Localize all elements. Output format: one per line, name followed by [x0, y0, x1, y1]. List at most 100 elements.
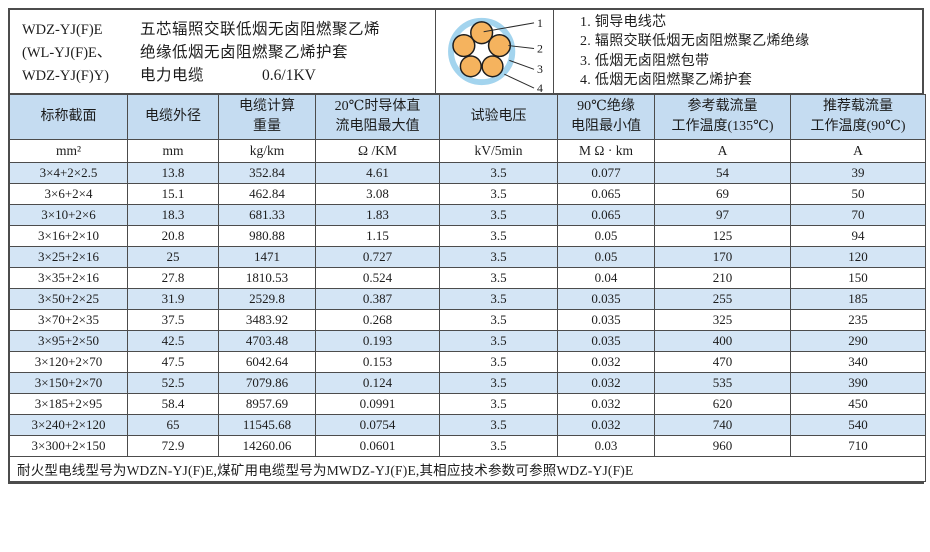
cable-spec-sheet: WDZ-YJ(F)E (WL-YJ(F)E、 WDZ-YJ(F)Y) 五芯辐照交…	[8, 8, 926, 484]
table-row: 3×150+2×70 52.5 7079.86 0.124 3.5 0.032 535 390	[9, 372, 926, 394]
table-cell: 3×4+2×2.5	[9, 162, 128, 184]
table-cell: 0.032	[557, 393, 655, 415]
table-cell: 3×150+2×70	[9, 372, 128, 394]
table-cell: 3×70+2×35	[9, 309, 128, 331]
table-cell: 0.032	[557, 351, 655, 373]
table-cell: 65	[127, 414, 219, 436]
conductor-core	[481, 55, 504, 78]
table-cell: 3×95+2×50	[9, 330, 128, 352]
conductor-core	[452, 33, 476, 58]
table-cell: 94	[790, 225, 926, 247]
description-line: 绝缘低烟无卤阻燃聚乙烯护套	[140, 44, 349, 61]
table-row: 3×300+2×150 72.9 14260.06 0.0601 3.5 0.03 960 7…	[9, 435, 926, 457]
table-row: 3×185+2×95 58.4 8957.69 0.0991 3.5 0.032 620 45…	[9, 393, 926, 415]
table-cell: 3.5	[439, 204, 558, 226]
column-header: 标称截面	[9, 94, 128, 140]
table-cell: 3×16+2×10	[9, 225, 128, 247]
table-cell: 0.035	[557, 330, 655, 352]
legend-item: 3. 低烟无卤阻燃包带	[580, 53, 710, 69]
table-cell: 620	[654, 393, 791, 415]
callout-line-4	[504, 73, 535, 89]
table-row: 3×70+2×35 37.5 3483.92 0.268 3.5 0.035 325 235	[9, 309, 926, 331]
callout-line-1	[483, 22, 535, 33]
spec-table: 标称截面 电缆外径 电缆计算 重量 20℃时导体直 流电阻最大值 试验电压 90…	[9, 94, 926, 482]
table-cell: 7079.86	[218, 372, 316, 394]
table-cell: 27.8	[127, 267, 219, 289]
table-cell: 0.077	[557, 162, 655, 184]
table-cell: 3.5	[439, 330, 558, 352]
table-cell: 1.15	[315, 225, 440, 247]
table-cell: 3.5	[439, 162, 558, 184]
column-unit: mm²	[9, 139, 128, 163]
table-cell: 0.05	[557, 225, 655, 247]
legend-item: 4. 低烟无卤阻燃聚乙烯护套	[580, 73, 753, 88]
table-cell: 3.5	[439, 246, 558, 268]
table-cell: 535	[654, 372, 791, 394]
table-cell: 0.032	[557, 414, 655, 436]
table-cell: 50	[790, 183, 926, 205]
table-row: 3×6+2×4 15.1 462.84 3.08 3.5 0.065 69 50	[9, 183, 926, 205]
model-code-line: WDZ-YJ(F)Y)	[22, 68, 109, 84]
table-row: 3×50+2×25 31.9 2529.8 0.387 3.5 0.035 255 185	[9, 288, 926, 310]
table-row: 3×4+2×2.5 13.8 352.84 4.61 3.5 0.077 54 39	[9, 162, 926, 184]
table-cell: 0.0601	[315, 435, 440, 457]
callout-line-2	[508, 45, 535, 50]
column-header: 电缆计算 重量	[218, 94, 316, 140]
column-unit: A	[654, 139, 791, 163]
table-cell: 3.5	[439, 309, 558, 331]
table-cell: 0.03	[557, 435, 655, 457]
table-cell: 54	[654, 162, 791, 184]
table-cell: 0.065	[557, 183, 655, 205]
table-cell: 3×6+2×4	[9, 183, 128, 205]
table-cell: 185	[790, 288, 926, 310]
table-row: 3×16+2×10 20.8 980.88 1.15 3.5 0.05 125 94	[9, 225, 926, 247]
table-cell: 52.5	[127, 372, 219, 394]
table-cell: 0.04	[557, 267, 655, 289]
table-cell: 3×35+2×16	[9, 267, 128, 289]
table-row: 3×120+2×70 47.5 6042.64 0.153 3.5 0.032 470 340	[9, 351, 926, 373]
table-body: 3×4+2×2.5 13.8 352.84 4.61 3.5 0.077 54 39 3×6+2…	[9, 162, 926, 457]
table-cell: 3×25+2×16	[9, 246, 128, 268]
table-cell: 450	[790, 393, 926, 415]
table-cell: 18.3	[127, 204, 219, 226]
table-row: 3×95+2×50 42.5 4703.48 0.193 3.5 0.035 400 290	[9, 330, 926, 352]
table-row: 3×240+2×120 65 11545.68 0.0754 3.5 0.032 740 54…	[9, 414, 926, 436]
table-cell: 13.8	[127, 162, 219, 184]
table-cell: 1.83	[315, 204, 440, 226]
table-cell: 47.5	[127, 351, 219, 373]
model-code-line: WDZ-YJ(F)E	[22, 22, 103, 38]
table-cell: 980.88	[218, 225, 316, 247]
table-cell: 0.032	[557, 372, 655, 394]
table-cell: 352.84	[218, 162, 316, 184]
table-cell: 3×300+2×150	[9, 435, 128, 457]
table-cell: 0.387	[315, 288, 440, 310]
table-cell: 3.5	[439, 288, 558, 310]
table-cell: 42.5	[127, 330, 219, 352]
table-cell: 1471	[218, 246, 316, 268]
table-cell: 8957.69	[218, 393, 316, 415]
table-cell: 0.065	[557, 204, 655, 226]
table-cell: 120	[790, 246, 926, 268]
table-cell: 4703.48	[218, 330, 316, 352]
table-cell: 39	[790, 162, 926, 184]
table-cell: 58.4	[127, 393, 219, 415]
table-cell: 0.727	[315, 246, 440, 268]
callout-number-1: 1	[537, 16, 543, 30]
table-cell: 4.61	[315, 162, 440, 184]
column-header: 试验电压	[439, 94, 558, 140]
column-unit: M Ω · km	[557, 139, 655, 163]
table-cell: 0.035	[557, 309, 655, 331]
description-line: 电力电缆 0.6/1KV	[140, 65, 435, 87]
product-description: 五芯辐照交联低烟无卤阻燃聚乙烯 绝缘低烟无卤阻燃聚乙烯护套 电力电缆 0.6/1…	[140, 19, 435, 87]
table-row: 3×35+2×16 27.8 1810.53 0.524 3.5 0.04 210 150	[9, 267, 926, 289]
table-cell: 3.08	[315, 183, 440, 205]
table-cell: 0.0991	[315, 393, 440, 415]
callout-number-4: 4	[537, 81, 543, 93]
table-cell: 681.33	[218, 204, 316, 226]
table-cell: 0.268	[315, 309, 440, 331]
table-cell: 3×120+2×70	[9, 351, 128, 373]
legend-item: 2. 辐照交联低烟无卤阻燃聚乙烯绝缘	[580, 34, 810, 49]
table-row: 3×25+2×16 25 1471 0.727 3.5 0.05 170 120	[9, 246, 926, 268]
table-cell: 255	[654, 288, 791, 310]
table-cell: 960	[654, 435, 791, 457]
